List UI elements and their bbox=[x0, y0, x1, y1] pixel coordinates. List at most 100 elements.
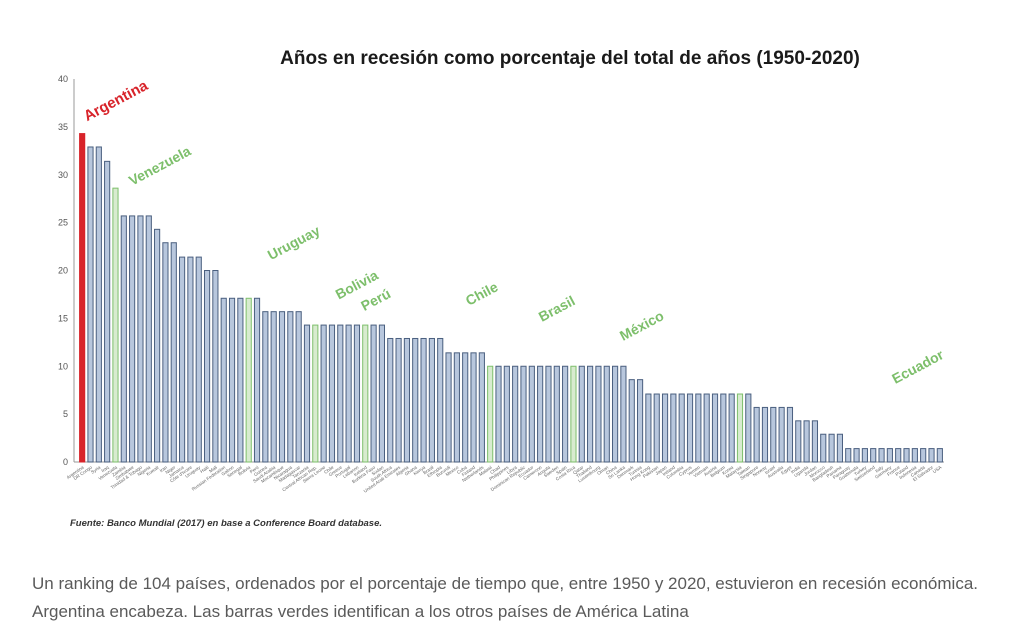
y-tick-label: 20 bbox=[58, 266, 68, 276]
bar bbox=[262, 311, 269, 463]
bar bbox=[795, 420, 802, 463]
annotation-label: Brasil bbox=[536, 292, 578, 324]
y-tick-label: 40 bbox=[58, 74, 68, 84]
bar bbox=[703, 393, 710, 463]
bar bbox=[320, 324, 327, 463]
annotation-label: México bbox=[617, 307, 666, 343]
bar bbox=[936, 448, 943, 463]
bar bbox=[753, 406, 760, 463]
x-tick-label: Spain bbox=[555, 464, 568, 475]
bar bbox=[820, 433, 827, 463]
bar bbox=[520, 365, 527, 463]
bar bbox=[145, 215, 152, 463]
bar bbox=[387, 337, 394, 463]
bar bbox=[745, 393, 752, 463]
y-tick-label: 15 bbox=[58, 313, 68, 323]
x-tick-label: India bbox=[790, 464, 801, 474]
recession-bar-chart: Años en recesión como porcentaje del tot… bbox=[58, 48, 947, 529]
bar bbox=[761, 406, 769, 463]
bar bbox=[636, 379, 644, 463]
bar bbox=[470, 352, 477, 463]
bar bbox=[928, 448, 935, 463]
x-tick-label: Japan bbox=[654, 464, 667, 476]
bar bbox=[770, 406, 777, 463]
x-tick-label: Italy bbox=[874, 464, 884, 473]
bar bbox=[287, 311, 294, 463]
bar bbox=[736, 393, 744, 463]
bar bbox=[120, 215, 127, 463]
x-tick-label: Israel bbox=[764, 465, 776, 476]
bar bbox=[603, 365, 610, 463]
x-tick-label: Korea bbox=[721, 464, 734, 475]
x-tick-label: Sudan bbox=[371, 464, 385, 476]
bar bbox=[412, 337, 419, 463]
bar bbox=[137, 215, 144, 463]
bar bbox=[445, 352, 452, 463]
x-tick-label: Chile bbox=[323, 464, 335, 474]
x-tick-label: Haiti bbox=[199, 465, 209, 474]
bar bbox=[595, 365, 602, 463]
source-note: Fuente: Banco Mundial (2017) en base a C… bbox=[70, 518, 382, 529]
bar bbox=[453, 352, 460, 463]
bar bbox=[495, 365, 502, 463]
y-tick-label: 25 bbox=[58, 218, 68, 228]
bar bbox=[653, 393, 660, 463]
bar bbox=[845, 448, 852, 463]
bar bbox=[920, 448, 927, 463]
bar bbox=[537, 365, 544, 463]
bar bbox=[678, 393, 685, 463]
bar bbox=[203, 270, 211, 463]
bar bbox=[112, 187, 119, 463]
bar bbox=[420, 337, 427, 463]
x-tick-label: Syria bbox=[90, 464, 102, 474]
bar bbox=[503, 365, 510, 463]
bar bbox=[587, 365, 594, 463]
bar bbox=[886, 448, 893, 463]
bar bbox=[220, 297, 227, 463]
bar bbox=[337, 324, 344, 463]
bar bbox=[878, 448, 885, 463]
bar bbox=[462, 352, 469, 463]
bar bbox=[487, 365, 494, 463]
bar bbox=[778, 406, 785, 463]
x-tick-label: Iran bbox=[159, 464, 169, 473]
bar bbox=[553, 365, 560, 463]
y-tick-label: 0 bbox=[63, 457, 68, 467]
x-tick-label: Qatar bbox=[572, 464, 585, 475]
x-tick-label: USA bbox=[932, 464, 943, 474]
x-tick-label: Iraq bbox=[100, 464, 110, 473]
bar bbox=[786, 406, 794, 463]
bar bbox=[695, 393, 702, 463]
y-tick-label: 30 bbox=[58, 170, 68, 180]
bar bbox=[728, 393, 735, 463]
bar bbox=[911, 448, 918, 463]
bar bbox=[512, 365, 519, 463]
x-tick-label: Oman bbox=[596, 464, 609, 476]
annotation-label: Uruguay bbox=[265, 222, 323, 263]
bar bbox=[312, 324, 319, 463]
bar bbox=[645, 393, 652, 463]
bar bbox=[228, 297, 236, 463]
bar bbox=[345, 324, 352, 463]
bar bbox=[378, 324, 386, 463]
annotation-label: Ecuador bbox=[889, 346, 946, 387]
image-caption: Un ranking de 104 países, ordenados por … bbox=[32, 574, 979, 621]
bar bbox=[570, 365, 577, 463]
bar bbox=[270, 311, 277, 463]
bar bbox=[686, 393, 694, 463]
y-tick-label: 5 bbox=[63, 409, 68, 419]
bar bbox=[328, 324, 336, 463]
bar bbox=[353, 324, 361, 463]
bar bbox=[104, 160, 111, 463]
bar bbox=[528, 365, 535, 463]
x-tick-label: Niger bbox=[164, 464, 176, 475]
bar bbox=[129, 215, 136, 463]
bar bbox=[179, 256, 186, 463]
x-tick-label: Cuba bbox=[456, 464, 468, 475]
bar bbox=[620, 365, 627, 463]
bar bbox=[370, 324, 377, 463]
bar bbox=[95, 146, 102, 463]
x-tick-label: Chad bbox=[489, 464, 501, 475]
x-tick-label: Brasil bbox=[422, 465, 434, 476]
